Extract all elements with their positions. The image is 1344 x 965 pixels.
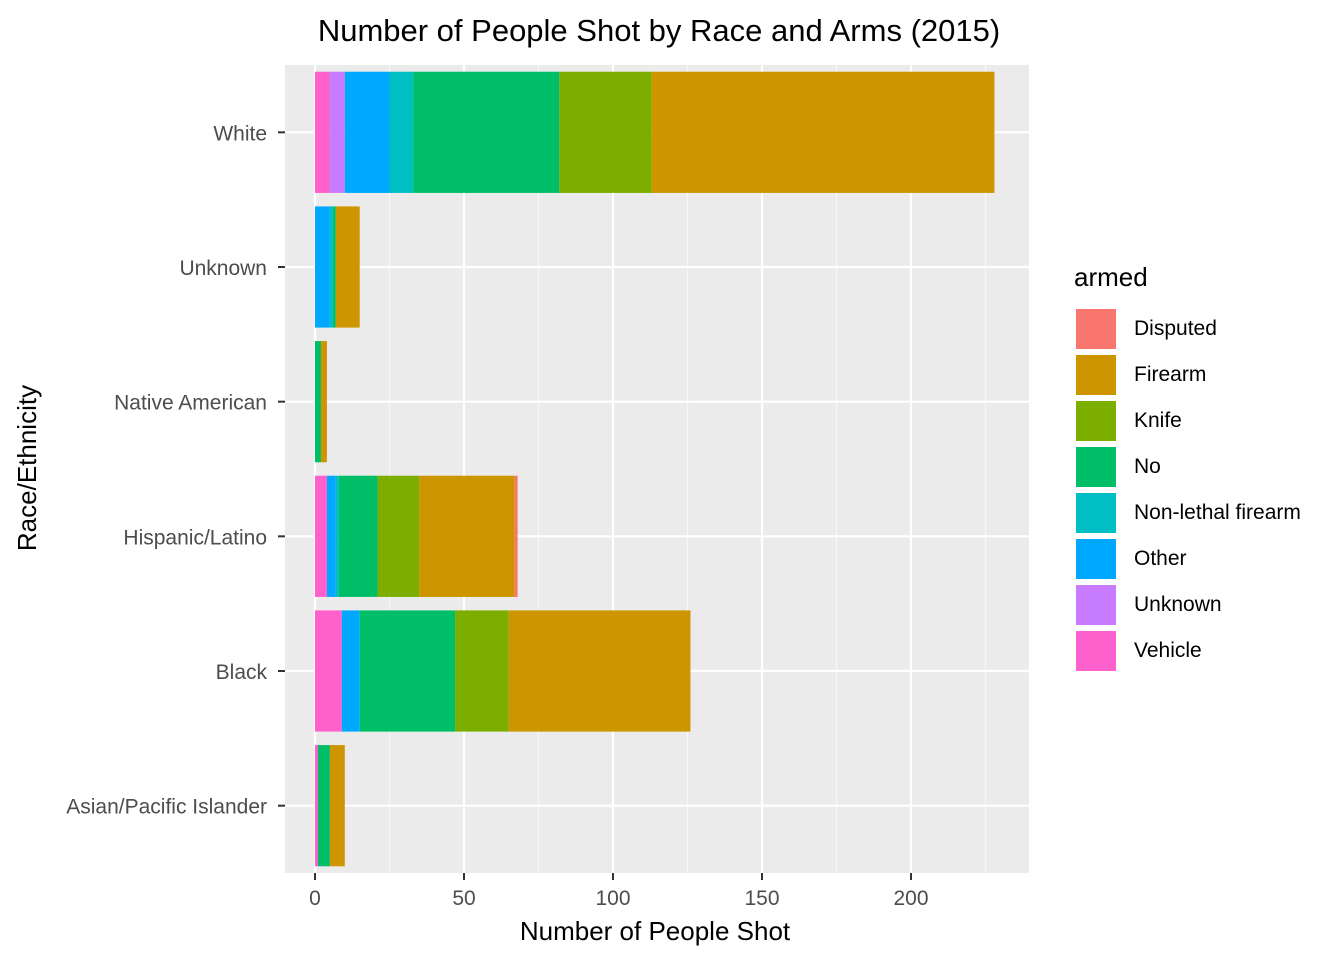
legend-item-disputed: Disputed	[1074, 307, 1217, 351]
legend-label-vehicle: Vehicle	[1134, 639, 1202, 662]
legend-label-knife: Knife	[1134, 409, 1182, 432]
bar-hispanic-latino-knife	[377, 475, 420, 597]
bar-hispanic-latino-disputed	[514, 475, 518, 597]
bar-white-no	[413, 71, 560, 193]
y-tick-label: Native American	[114, 392, 267, 415]
y-axis-title: Race/Ethnicity	[12, 385, 42, 551]
legend-title: armed	[1074, 262, 1148, 292]
legend-key-other	[1074, 537, 1118, 581]
legend-key-non-lethal-firearm	[1074, 491, 1118, 535]
bar-asian-pacific-islander-no	[317, 745, 330, 867]
bar-unknown-other	[315, 206, 330, 328]
y-tick-label: Asian/Pacific Islander	[66, 796, 267, 819]
bar-black-vehicle	[315, 610, 342, 732]
bar-asian-pacific-islander-firearm	[329, 745, 345, 867]
legend-label-no: No	[1134, 455, 1161, 478]
bar-native-american-no	[315, 341, 321, 463]
x-axis-title: Number of People Shot	[520, 916, 791, 946]
x-tick-label: 150	[744, 887, 779, 910]
bar-white-knife	[559, 71, 652, 193]
bar-unknown-firearm	[335, 206, 360, 328]
bar-white-other	[344, 71, 390, 193]
bar-black-other	[341, 610, 360, 732]
legend-key-vehicle	[1074, 629, 1118, 673]
y-tick-label: Hispanic/Latino	[123, 526, 267, 549]
legend-key-firearm	[1074, 353, 1118, 397]
legend-label-firearm: Firearm	[1134, 363, 1207, 386]
bar-hispanic-latino-no	[338, 475, 378, 597]
y-tick-label: White	[213, 122, 267, 145]
bar-black-no	[359, 610, 456, 732]
bar-white-unknown	[329, 71, 345, 193]
legend-key-disputed	[1074, 307, 1118, 351]
legend-key-unknown	[1074, 583, 1118, 627]
bar-unknown-no	[332, 206, 336, 328]
bar-white-firearm	[651, 71, 995, 193]
legend-item-vehicle: Vehicle	[1074, 629, 1202, 673]
legend-item-unknown: Unknown	[1074, 583, 1222, 627]
x-tick-label: 50	[452, 887, 475, 910]
legend-label-unknown: Unknown	[1134, 593, 1222, 616]
legend-key-no	[1074, 445, 1118, 489]
bar-white-non-lethal-firearm	[389, 71, 414, 193]
x-tick-label: 200	[893, 887, 928, 910]
y-tick-label: Black	[216, 661, 268, 684]
plot-panel	[285, 65, 1029, 873]
legend-item-knife: Knife	[1074, 399, 1182, 443]
legend-item-other: Other	[1074, 537, 1187, 581]
legend-label-non-lethal-firearm: Non-lethal firearm	[1134, 501, 1301, 524]
bar-native-american-firearm	[320, 341, 327, 463]
bar-hispanic-latino-vehicle	[315, 475, 327, 597]
legend-item-no: No	[1074, 445, 1161, 489]
bar-hispanic-latino-other	[326, 475, 336, 597]
legend-key-knife	[1074, 399, 1118, 443]
x-tick-label: 0	[309, 887, 321, 910]
chart-title: Number of People Shot by Race and Arms (…	[318, 13, 1000, 48]
bar-unknown-non-lethal-firearm	[329, 206, 333, 328]
legend-label-other: Other	[1134, 547, 1187, 570]
y-tick-label: Unknown	[179, 257, 267, 280]
legend-item-firearm: Firearm	[1074, 353, 1206, 397]
legend-label-disputed: Disputed	[1134, 317, 1217, 340]
bar-black-firearm	[508, 610, 691, 732]
bar-hispanic-latino-non-lethal-firearm	[335, 475, 339, 597]
bar-hispanic-latino-firearm	[419, 475, 515, 597]
bar-black-knife	[455, 610, 509, 732]
bar-white-vehicle	[315, 71, 330, 193]
legend-item-non-lethal-firearm: Non-lethal firearm	[1074, 491, 1301, 535]
x-tick-label: 100	[595, 887, 630, 910]
bar-asian-pacific-islander-vehicle	[315, 745, 318, 867]
